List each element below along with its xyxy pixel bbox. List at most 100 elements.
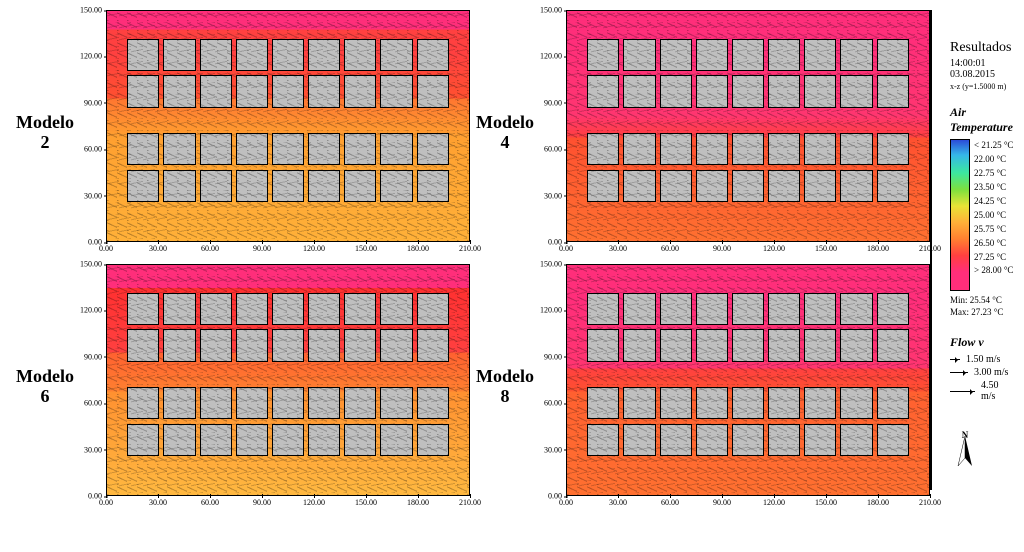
plot-modelo6: 0.0030.0060.0090.00120.00150.000.0030.00… [80, 264, 470, 510]
y-tick: 120.00 [80, 52, 102, 61]
colorbar-stop-label: 22.75 °C [974, 167, 1013, 181]
flow-row: 4.50 m/s [950, 380, 1014, 402]
plot-modelo4: 0.0030.0060.0090.00120.00150.000.0030.00… [540, 10, 930, 256]
x-tick: 150.00 [355, 244, 377, 253]
legend-flow-title: Flow v [950, 335, 1014, 350]
y-axis: 0.0030.0060.0090.00120.00150.00 [540, 264, 564, 496]
colorbar-stop-label: 22.00 °C [974, 153, 1013, 167]
compass-label: N [962, 430, 969, 440]
colorbar-stop-label: > 28.00 °C [974, 264, 1013, 278]
y-tick: 150.00 [80, 6, 102, 15]
y-axis: 0.0030.0060.0090.00120.00150.00 [80, 264, 104, 496]
x-tick: 90.00 [713, 244, 731, 253]
flow-label: 3.00 m/s [974, 367, 1008, 378]
y-tick: 60.00 [84, 399, 102, 408]
x-tick: 0.00 [559, 498, 573, 507]
model-label-modelo2: Modelo2 [10, 10, 80, 256]
legend-temp-title: Air Temperature [950, 105, 1014, 135]
y-tick: 30.00 [84, 445, 102, 454]
x-tick: 150.00 [815, 244, 837, 253]
legend-timestamp: 14:00:01 03.08.2015 [950, 58, 1014, 80]
legend-min: Min: 25.54 °C [950, 295, 1014, 305]
colorbar-stop-label: 26.50 °C [974, 237, 1013, 251]
x-tick: 180.00 [867, 498, 889, 507]
colorbar [950, 139, 970, 291]
x-tick: 60.00 [661, 498, 679, 507]
compass-icon: N [950, 432, 980, 470]
colorbar-wrap: < 21.25 °C22.00 °C22.75 °C23.50 °C24.25 … [950, 139, 1014, 291]
model-label-modelo6: Modelo6 [10, 264, 80, 510]
x-tick: 120.00 [763, 244, 785, 253]
colorbar-stop-label: < 21.25 °C [974, 139, 1013, 153]
x-tick: 120.00 [303, 498, 325, 507]
x-tick: 150.00 [355, 498, 377, 507]
vector-overlay [567, 11, 929, 241]
y-tick: 60.00 [544, 399, 562, 408]
flow-row: 3.00 m/s [950, 367, 1014, 378]
flow-label: 4.50 m/s [981, 380, 1014, 402]
x-tick: 180.00 [407, 498, 429, 507]
x-axis: 0.0030.0060.0090.00120.00150.00180.00210… [106, 244, 470, 256]
vector-overlay [107, 11, 469, 241]
x-tick: 30.00 [609, 498, 627, 507]
y-tick: 120.00 [540, 306, 562, 315]
y-tick: 90.00 [84, 352, 102, 361]
y-axis: 0.0030.0060.0090.00120.00150.00 [540, 10, 564, 242]
x-tick: 210.00 [459, 244, 481, 253]
y-tick: 30.00 [544, 191, 562, 200]
flow-arrow-icon [950, 359, 960, 360]
x-axis: 0.0030.0060.0090.00120.00150.00180.00210… [566, 244, 930, 256]
x-tick: 180.00 [407, 244, 429, 253]
vector-overlay [107, 265, 469, 495]
x-tick: 120.00 [303, 244, 325, 253]
x-tick: 120.00 [763, 498, 785, 507]
plot-modelo8: 0.0030.0060.0090.00120.00150.000.0030.00… [540, 264, 930, 510]
y-axis: 0.0030.0060.0090.00120.00150.00 [80, 10, 104, 242]
x-tick: 0.00 [99, 498, 113, 507]
plot-modelo2: 0.0030.0060.0090.00120.00150.000.0030.00… [80, 10, 470, 256]
vector-overlay [567, 265, 929, 495]
y-tick: 120.00 [80, 306, 102, 315]
y-tick: 90.00 [544, 352, 562, 361]
x-tick: 90.00 [713, 498, 731, 507]
colorbar-stop-label: 27.25 °C [974, 251, 1013, 265]
x-tick: 150.00 [815, 498, 837, 507]
flow-section: Flow v 1.50 m/s 3.00 m/s 4.50 m/s [950, 335, 1014, 402]
x-tick: 60.00 [661, 244, 679, 253]
y-tick: 90.00 [84, 98, 102, 107]
plot-inner [566, 264, 930, 496]
x-tick: 60.00 [201, 498, 219, 507]
x-tick: 0.00 [559, 244, 573, 253]
x-tick: 0.00 [99, 244, 113, 253]
flow-arrow-icon [950, 391, 975, 392]
x-tick: 90.00 [253, 244, 271, 253]
x-tick: 210.00 [919, 498, 941, 507]
y-tick: 30.00 [544, 445, 562, 454]
x-tick: 60.00 [201, 244, 219, 253]
x-tick: 90.00 [253, 498, 271, 507]
y-tick: 150.00 [540, 6, 562, 15]
flow-label: 1.50 m/s [966, 354, 1000, 365]
colorbar-stop-label: 25.75 °C [974, 223, 1013, 237]
legend-max: Max: 27.23 °C [950, 307, 1014, 317]
plot-inner [566, 10, 930, 242]
x-axis: 0.0030.0060.0090.00120.00150.00180.00210… [106, 498, 470, 510]
model-label-modelo8: Modelo8 [470, 264, 540, 510]
x-axis: 0.0030.0060.0090.00120.00150.00180.00210… [566, 498, 930, 510]
legend-panel: Resultados 14:00:01 03.08.2015 x-z (y=1.… [938, 10, 1014, 470]
main-layout: Modelo2 0.00 30.00 60.00 90.00 120.00 150.00 0.… [10, 10, 1014, 510]
y-tick: 60.00 [84, 145, 102, 154]
x-tick: 30.00 [149, 498, 167, 507]
plot-inner [106, 264, 470, 496]
flow-row: 1.50 m/s [950, 354, 1014, 365]
legend-title: Resultados [950, 40, 1014, 56]
x-tick: 210.00 [459, 498, 481, 507]
y-tick: 150.00 [80, 260, 102, 269]
y-tick: 60.00 [544, 145, 562, 154]
x-tick: 210.00 [919, 244, 941, 253]
flow-arrow-icon [950, 372, 968, 373]
y-tick: 30.00 [84, 191, 102, 200]
colorbar-stop-label: 23.50 °C [974, 181, 1013, 195]
plot-inner [106, 10, 470, 242]
y-tick: 120.00 [540, 52, 562, 61]
